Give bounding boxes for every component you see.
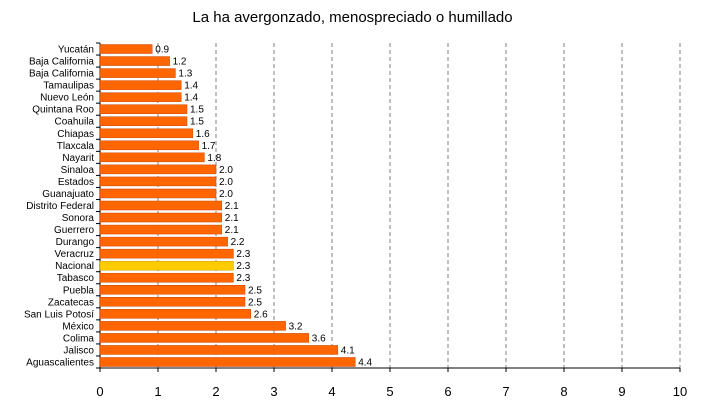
category-label: Colima <box>63 333 95 344</box>
x-tick-label: 6 <box>444 384 451 399</box>
data-label: 3.6 <box>312 333 326 344</box>
data-label: 2.0 <box>219 189 233 200</box>
data-label: 1.3 <box>178 69 192 80</box>
category-label: Sonora <box>62 213 95 224</box>
data-label: 1.5 <box>190 105 204 116</box>
bar-6 <box>99 116 188 126</box>
x-tick-label: 10 <box>673 384 687 399</box>
data-label: 2.5 <box>248 285 262 296</box>
data-label: 1.5 <box>190 117 204 128</box>
bar-19 <box>99 272 234 283</box>
data-label: 2.6 <box>254 309 268 320</box>
bar-0 <box>99 44 153 54</box>
category-label: Distrito Federal <box>26 201 94 212</box>
category-label: Guanajuato <box>42 189 94 200</box>
data-label: 3.2 <box>289 321 303 332</box>
bar-7 <box>99 128 194 139</box>
category-label: Chiapas <box>57 129 94 140</box>
data-label: 4.4 <box>358 357 372 368</box>
bar-15 <box>99 224 223 235</box>
category-label: Yucatán <box>58 45 94 56</box>
category-label: Puebla <box>63 285 95 296</box>
data-label: 1.4 <box>184 93 198 104</box>
data-label: 2.1 <box>225 213 239 224</box>
data-label: 2.3 <box>236 273 250 284</box>
bar-9 <box>99 152 205 163</box>
category-label: Jalisco <box>63 345 94 356</box>
data-label: 1.4 <box>184 81 198 92</box>
bar-5 <box>99 104 188 114</box>
bar-3 <box>99 80 182 90</box>
category-label: Nayarit <box>62 153 94 164</box>
category-label: Zacatecas <box>48 297 94 308</box>
category-label: Tamaulipas <box>43 81 94 92</box>
bar-23 <box>99 321 286 331</box>
bar-8 <box>99 140 199 151</box>
category-label: Durango <box>56 237 95 248</box>
category-label: Estados <box>58 177 94 188</box>
category-label: Nacional <box>55 261 94 272</box>
bar-21 <box>99 297 246 307</box>
bar-11 <box>99 176 217 187</box>
chart-title: La ha avergonzado, menospreciado o humil… <box>192 9 513 26</box>
data-label: 2.3 <box>236 249 250 260</box>
bar-10 <box>99 164 217 175</box>
bar-25 <box>99 345 339 355</box>
x-tick-label: 2 <box>212 384 219 399</box>
x-tick-label: 0 <box>96 384 103 399</box>
bar-13 <box>99 200 223 211</box>
data-label: 1.7 <box>202 141 216 152</box>
category-label: Sinaloa <box>61 165 95 176</box>
category-label: San Luis Potosí <box>24 309 94 320</box>
x-tick-label: 4 <box>328 384 335 399</box>
bar-24 <box>99 333 310 343</box>
bar-16 <box>99 236 228 247</box>
bar-17 <box>99 248 234 259</box>
bar-12 <box>99 188 217 199</box>
category-label: Nuevo León <box>40 93 94 104</box>
x-tick-label: 3 <box>270 384 277 399</box>
category-label: Aguascalientes <box>26 357 94 368</box>
data-label: 4.1 <box>341 345 355 356</box>
data-label: 1.6 <box>196 129 210 140</box>
bar-1 <box>99 56 170 66</box>
bar-26 <box>99 357 356 367</box>
category-label: México <box>62 321 94 332</box>
data-label: 1.8 <box>207 153 221 164</box>
category-label: Baja California <box>29 57 94 68</box>
x-tick-label: 5 <box>386 384 393 399</box>
category-label: Veracruz <box>55 249 94 260</box>
category-label: Baja California <box>29 69 94 80</box>
bar-2 <box>99 68 176 78</box>
data-label: 1.2 <box>173 57 187 68</box>
bar-22 <box>99 309 252 319</box>
data-label: 2.1 <box>225 225 239 236</box>
x-tick-label: 1 <box>154 384 161 399</box>
data-label: 2.0 <box>219 165 233 176</box>
bar-18 <box>99 260 234 271</box>
bar-20 <box>99 285 246 295</box>
category-label: Coahuila <box>55 117 95 128</box>
data-label: 2.5 <box>248 297 262 308</box>
data-label: 2.1 <box>225 201 239 212</box>
data-label: 0.9 <box>155 45 169 56</box>
category-label: Tlaxcala <box>57 141 95 152</box>
category-label: Tabasco <box>57 273 95 284</box>
x-tick-label: 9 <box>618 384 625 399</box>
x-tick-label: 7 <box>502 384 509 399</box>
data-label: 2.3 <box>236 261 250 272</box>
data-label: 2.2 <box>231 237 245 248</box>
category-label: Guerrero <box>54 225 94 236</box>
data-label: 2.0 <box>219 177 233 188</box>
x-tick-label: 8 <box>560 384 567 399</box>
bar-4 <box>99 92 182 102</box>
category-label: Quintana Roo <box>32 105 94 116</box>
bar-14 <box>99 212 223 223</box>
